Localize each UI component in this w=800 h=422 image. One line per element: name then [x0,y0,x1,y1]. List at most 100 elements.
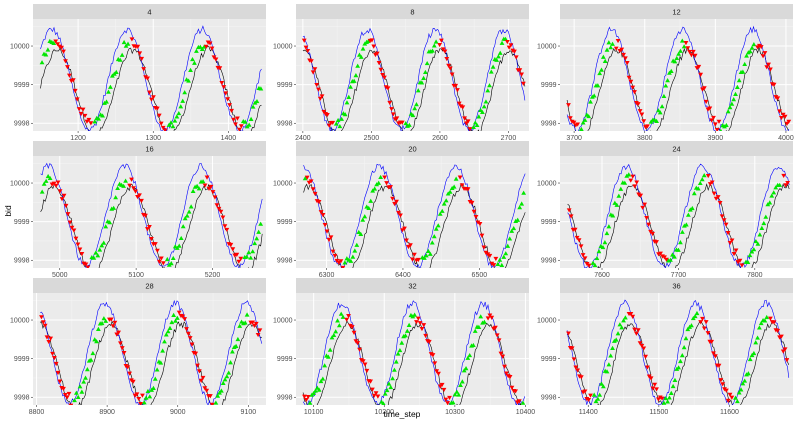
buy-marker [606,362,612,367]
x-tick-label: 2500 [364,135,380,142]
sell-marker [491,263,497,268]
sell-marker [414,320,419,325]
buy-marker [494,57,500,62]
x-tick-label: 2400 [295,135,311,142]
sell-marker [760,54,766,59]
buy-marker [591,93,597,98]
sell-marker [184,327,189,332]
buy-marker [213,400,219,405]
facet-strip [560,278,793,293]
buy-marker [145,388,151,394]
sell-marker [50,351,55,357]
buy-marker [117,57,123,62]
sell-marker [711,191,717,196]
sell-marker [410,257,415,262]
buy-marker [670,252,675,257]
y-tick-label: 9998 [14,258,30,265]
sell-marker [80,107,86,112]
sell-marker [198,378,204,383]
sell-marker [574,235,580,241]
sell-marker [652,382,658,387]
buy-marker [617,322,623,327]
sell-marker [238,124,244,129]
sell-marker [628,178,634,183]
buy-marker [372,186,378,191]
sell-marker [222,224,228,229]
buy-marker [166,122,172,127]
sell-marker [768,316,773,321]
sell-marker [64,395,70,400]
sell-marker [467,127,473,131]
sell-marker [715,195,721,200]
buy-marker [244,312,250,317]
buy-marker [606,40,612,45]
buy-marker [456,392,462,397]
buy-marker [165,329,171,334]
facet-strip-label: 12 [672,8,680,17]
sell-marker [127,183,132,188]
buy-marker [495,261,501,267]
sell-marker [780,349,786,354]
buy-marker [519,201,525,206]
series-layer [301,27,526,131]
y-tick-label: 9999 [14,219,30,226]
sell-marker [664,257,669,263]
sell-marker [385,86,391,91]
sell-marker [330,120,336,126]
sell-marker [57,379,63,384]
buy-marker [679,353,685,358]
facet-strip [560,4,793,19]
buy-marker [736,78,742,83]
y-tick-label: 10000 [10,180,30,187]
buy-marker [360,46,366,51]
buy-marker [360,217,366,222]
sell-marker [147,225,152,230]
sell-marker [387,100,393,106]
sell-marker [135,44,141,49]
sell-marker [160,261,166,266]
buy-marker [694,310,700,316]
buy-marker [672,377,678,383]
sell-marker [154,106,160,111]
sell-marker [346,314,351,319]
sell-marker [76,107,82,112]
buy-marker [586,113,592,119]
minor-gridlines [560,293,793,405]
sell-marker [349,325,355,330]
buy-marker [622,315,628,320]
sell-marker [513,389,518,394]
buy-marker [433,226,439,231]
buy-marker [258,86,264,91]
buy-marker [667,395,672,400]
y-tick-label: 9998 [14,395,30,402]
sell-marker [573,365,579,370]
buy-marker [736,390,742,395]
buy-marker [113,69,119,74]
sell-marker [571,120,577,125]
sell-marker [141,67,147,72]
sell-marker [479,233,485,238]
buy-marker [99,320,105,326]
sell-marker [390,196,395,201]
sell-marker [659,396,665,401]
series-line-upper [566,299,790,405]
buy-marker [184,213,190,218]
sell-marker [219,81,225,86]
x-tick-label: 3800 [637,135,653,142]
sell-marker [369,38,375,43]
sell-marker [369,387,375,392]
sell-marker [220,215,226,220]
facet-panel-24: 24 9998 9999 10000 7600 7700 7800 [537,141,793,279]
buy-marker [100,113,105,118]
sell-marker [717,200,723,206]
sell-marker [193,351,199,356]
plot-background [33,156,266,268]
buy-marker [515,217,521,222]
buy-marker [692,313,698,319]
sell-marker [727,240,733,246]
buy-marker [200,179,206,184]
sell-marker [586,397,592,403]
sell-marker [176,310,182,315]
sell-marker [714,127,720,131]
buy-marker [472,328,478,333]
